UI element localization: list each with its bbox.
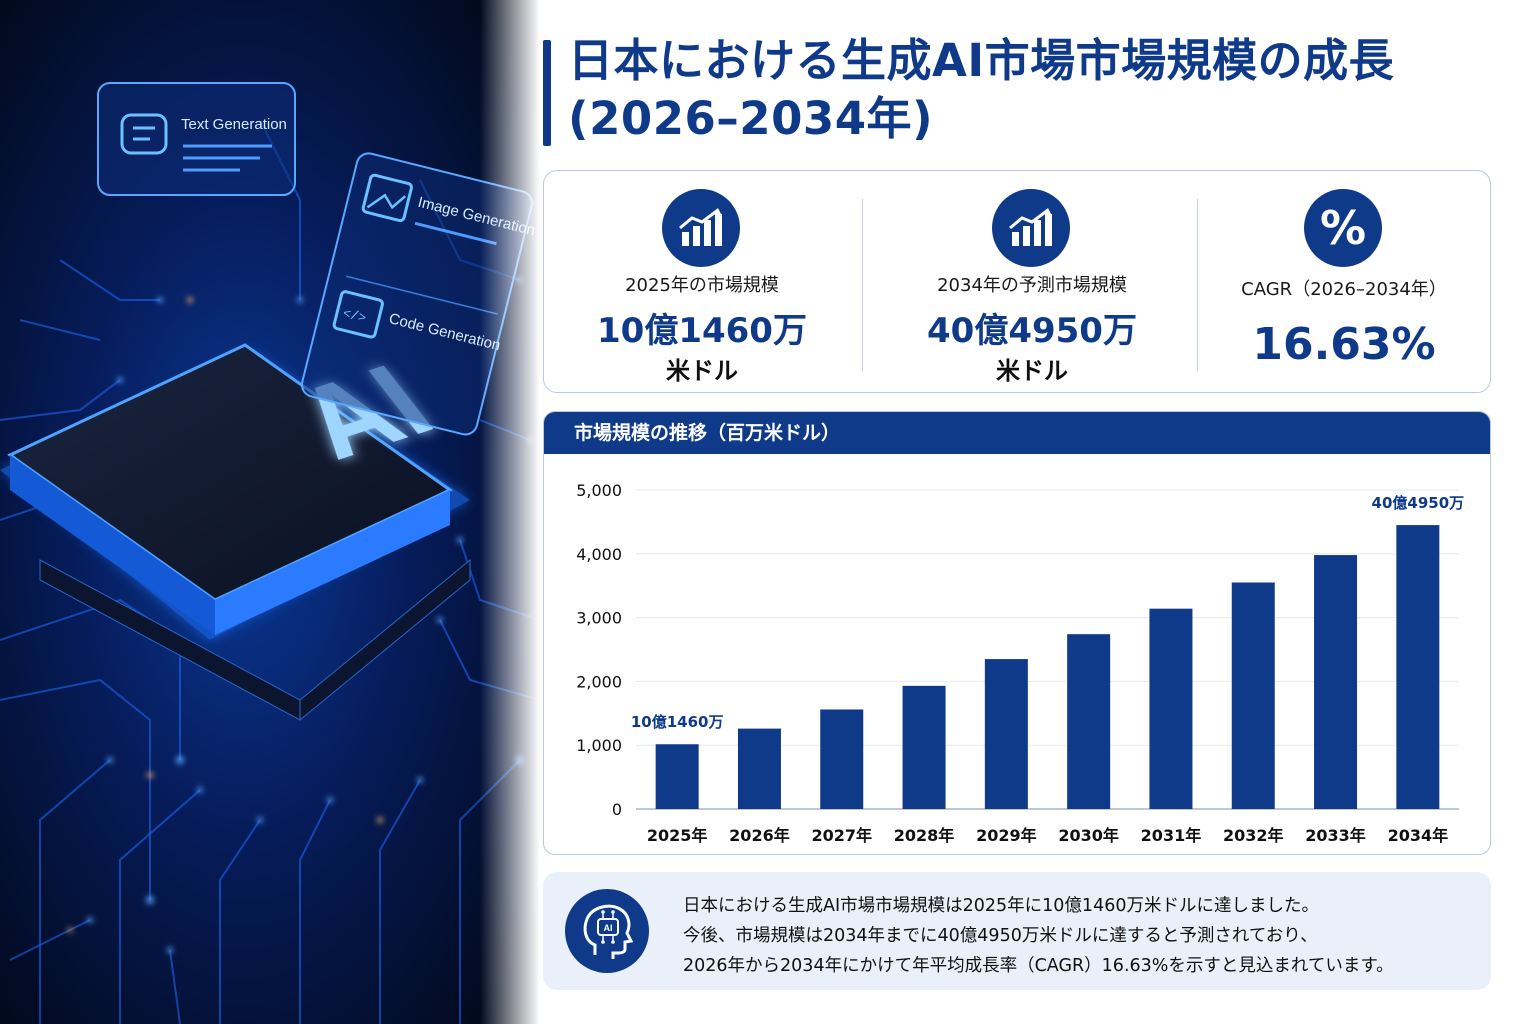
image-code-generation-panel: Image Generation </> Code Generation [300,152,537,436]
summary-text: 日本における生成AI市場市場規模は2025年に10億1460万米ドルに達しました… [683,891,1473,981]
data-label: 10億1460万 [631,713,724,731]
kpi-value: 16.63% [1252,319,1436,370]
bar-2032年 [1231,582,1275,809]
growth-chart-icon [662,189,740,267]
bar-2025年 [655,744,699,809]
svg-text:</>: </> [341,306,368,326]
chart-title: 市場規模の推移（百万米ドル） [544,412,1490,454]
code-icon [332,290,384,339]
kpi-unit: 米ドル [996,357,1068,385]
bar-2026年 [737,728,781,809]
bar-2028年 [902,685,946,809]
page-title: 日本における生成AI市場市場規模の成長 (2026–2034年) [568,32,1488,148]
title-line-2: (2026–2034年) [568,92,934,145]
kpi-2025-market-size: 2025年の市場規模 10億1460万 米ドル [544,171,860,394]
kpi-label: 2025年の市場規模 [625,275,779,296]
summary-line-1: 日本における生成AI市場市場規模は2025年に10億1460万米ドルに達しました… [683,896,1319,916]
kpi-value: 10億1460万 [597,311,807,351]
x-tick-label: 2030年 [1058,826,1119,845]
y-tick-label: 3,000 [576,609,622,628]
title-accent-bar [543,40,551,146]
kpi-label: CAGR（2026–2034年） [1241,279,1447,300]
x-tick-label: 2034年 [1388,826,1449,845]
title-line-1: 日本における生成AI市場市場規模の成長 [568,34,1395,87]
ai-head-icon: AI [565,889,649,973]
bar-2034年 [1396,525,1440,809]
content-area: 日本における生成AI市場市場規模の成長 (2026–2034年) 2025年の市… [543,0,1493,1024]
kpi-label: 2034年の予測市場規模 [937,275,1127,296]
kpi-unit: 米ドル [666,357,738,385]
hero-illustration: AI Text Generation Image Generation </> … [0,0,540,1024]
growth-chart-icon [992,189,1070,267]
kpi-divider [862,199,863,371]
x-tick-label: 2032年 [1223,826,1284,845]
x-tick-label: 2028年 [894,826,955,845]
x-tick-label: 2029年 [976,826,1037,845]
bar-2029年 [984,659,1028,809]
text-generation-label: Text Generation [181,116,287,133]
svg-text:AI: AI [604,923,613,933]
summary-line-3: 2026年から2034年にかけて年平均成長率（CAGR）16.63%を示すと見込… [683,956,1394,976]
kpi-cagr: % CAGR（2026–2034年） 16.63% [1186,171,1502,394]
bar-2031年 [1149,608,1193,809]
x-tick-label: 2026年 [729,826,790,845]
x-tick-label: 2025年 [647,826,708,845]
x-tick-label: 2031年 [1141,826,1202,845]
y-tick-label: 1,000 [576,736,622,755]
kpi-value: 40億4950万 [927,311,1137,351]
summary-line-2: 今後、市場規模は2034年までに40億4950万米ドルに達すると予測されており、 [683,926,1318,946]
bar-2033年 [1314,555,1358,809]
bar-chart-panel: 市場規模の推移（百万米ドル） 0 1,000 2,000 3,000 4,000 5,00… [543,411,1491,855]
kpi-panel: 2025年の市場規模 10億1460万 米ドル 2034年の予測市場規模 40億… [543,170,1491,393]
bar-chart: 0 1,000 2,000 3,000 4,000 5,000 2025年 2026年 2027… [576,481,1465,845]
y-tick-label: 5,000 [576,481,622,500]
y-tick-label: 4,000 [576,545,622,564]
x-tick-label: 2027年 [811,826,872,845]
chat-bubble-icon [120,113,168,155]
percent-icon: % [1304,189,1382,267]
x-tick-label: 2033年 [1305,826,1366,845]
y-tick-label: 2,000 [576,672,622,691]
summary-note: AI 日本における生成AI市場市場規模は2025年に10億1460万米ドルに達し… [543,872,1491,990]
data-label: 40億4950万 [1372,494,1465,512]
image-icon [361,173,413,223]
bar-2030年 [1067,634,1111,809]
y-tick-label: 0 [612,800,622,819]
kpi-divider [1197,199,1198,371]
kpi-2034-forecast: 2034年の予測市場規模 40億4950万 米ドル [874,171,1190,394]
text-generation-panel: Text Generation [97,82,296,196]
bar-2027年 [820,709,864,809]
